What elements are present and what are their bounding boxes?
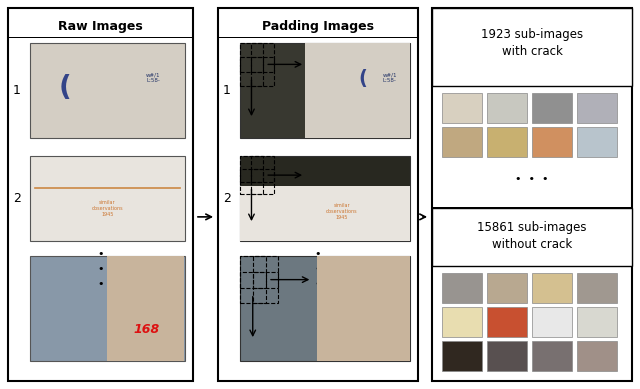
Bar — [8, 37, 193, 38]
Bar — [487, 273, 527, 303]
Text: 168: 168 — [133, 323, 159, 336]
Text: 1923 sub-images
with crack: 1923 sub-images with crack — [481, 28, 583, 58]
Bar — [487, 127, 527, 157]
Bar — [532, 127, 572, 157]
Bar — [30, 256, 185, 361]
Bar — [240, 57, 263, 86]
Bar — [253, 272, 278, 303]
Bar — [577, 93, 617, 123]
Text: 2: 2 — [223, 192, 231, 205]
Bar — [30, 156, 185, 241]
Bar — [240, 186, 410, 241]
Bar — [577, 127, 617, 157]
Bar — [442, 93, 482, 123]
Bar — [432, 208, 632, 266]
Bar — [8, 8, 193, 381]
Bar — [218, 8, 418, 381]
Bar — [532, 273, 572, 303]
Bar — [442, 127, 482, 157]
Bar — [253, 256, 278, 287]
Bar — [577, 307, 617, 337]
Text: Padding Images: Padding Images — [262, 19, 374, 33]
Bar — [317, 256, 410, 361]
Bar — [432, 207, 632, 208]
Bar — [240, 156, 263, 182]
Text: w#/1
L:58-: w#/1 L:58- — [146, 73, 160, 83]
Bar — [532, 341, 572, 371]
Text: 2: 2 — [13, 192, 21, 205]
Bar — [487, 93, 527, 123]
Text: •  •  •: • • • — [515, 388, 548, 389]
Text: (: ( — [59, 74, 72, 102]
Bar — [240, 256, 266, 287]
Text: (: ( — [358, 68, 367, 88]
Bar — [240, 272, 266, 303]
Text: similar
observations
1945: similar observations 1945 — [326, 203, 358, 219]
Bar — [30, 43, 185, 138]
Bar — [577, 273, 617, 303]
Text: similar
observations
1945: similar observations 1945 — [92, 200, 124, 217]
Bar — [252, 43, 275, 72]
Text: •
•
•: • • • — [315, 249, 321, 289]
Bar — [107, 256, 184, 361]
Bar — [240, 156, 410, 241]
Bar — [240, 256, 410, 361]
Bar — [442, 341, 482, 371]
Bar — [432, 8, 632, 86]
Bar — [442, 307, 482, 337]
Bar — [252, 156, 275, 182]
Text: •
•
•: • • • — [97, 249, 104, 289]
Text: •  •  •: • • • — [515, 174, 548, 184]
Bar — [532, 93, 572, 123]
Text: 1: 1 — [223, 84, 231, 97]
Bar — [240, 43, 410, 138]
Bar — [240, 43, 263, 72]
Bar — [432, 8, 632, 381]
Bar — [252, 169, 275, 194]
Bar — [252, 57, 275, 86]
Text: w#/1
L:58-: w#/1 L:58- — [382, 73, 397, 83]
Text: 15861 sub-images
without crack: 15861 sub-images without crack — [477, 221, 587, 251]
Bar — [218, 37, 418, 38]
Bar — [442, 273, 482, 303]
Bar — [487, 307, 527, 337]
Text: Raw Images: Raw Images — [58, 19, 143, 33]
Bar — [240, 169, 263, 194]
Text: 1: 1 — [13, 84, 21, 97]
Bar — [532, 307, 572, 337]
Bar — [487, 341, 527, 371]
Bar — [577, 341, 617, 371]
Bar — [305, 43, 410, 138]
